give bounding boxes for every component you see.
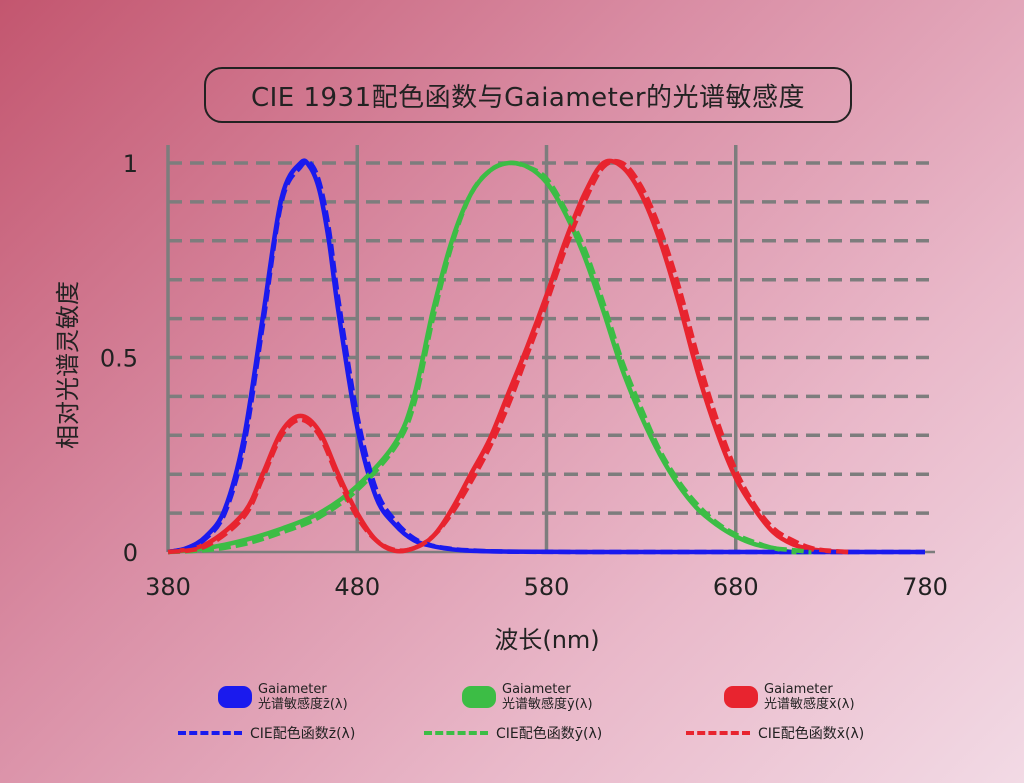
legend-item-x-gaiameter: Gaiameter 光谱敏感度x̄(λ) — [724, 682, 855, 712]
legend-item-z-gaiameter: Gaiameter 光谱敏感度z̄(λ) — [218, 682, 348, 712]
legend-item-y-cie: CIE配色函数ȳ(λ) — [424, 723, 602, 743]
legend-swatch-dash-green — [424, 731, 488, 735]
legend-label-line1: Gaiameter — [258, 682, 327, 697]
x-tick-label: 380 — [145, 573, 191, 601]
legend-swatch-solid-red — [724, 686, 758, 708]
legend-label-line2: 光谱敏感度ȳ(λ) — [502, 697, 593, 712]
legend-label: Gaiameter 光谱敏感度x̄(λ) — [764, 682, 855, 712]
legend-label: CIE配色函数ȳ(λ) — [496, 726, 603, 742]
series-line — [167, 158, 850, 555]
x-axis-label: 波长(nm) — [494, 626, 599, 654]
x-tick-label: 580 — [524, 573, 570, 601]
legend-item-y-gaiameter: Gaiameter 光谱敏感度ȳ(λ) — [462, 682, 593, 712]
series-line — [167, 159, 925, 555]
x-tick-label: 680 — [713, 573, 759, 601]
x-tick-label: 480 — [334, 573, 380, 601]
legend-label-line1: Gaiameter — [502, 682, 571, 697]
grid — [166, 145, 935, 554]
legend-label: Gaiameter 光谱敏感度z̄(λ) — [258, 682, 348, 712]
legend-label: Gaiameter 光谱敏感度ȳ(λ) — [502, 682, 593, 712]
legend-swatch-solid-green — [462, 686, 496, 708]
legend-swatch-solid-blue — [218, 686, 252, 708]
series-line — [167, 158, 850, 555]
legend-swatch-dash-red — [686, 731, 750, 735]
legend-label-line2: 光谱敏感度z̄(λ) — [258, 697, 348, 712]
chart-title-box: CIE 1931配色函数与Gaiameter的光谱敏感度 — [204, 67, 852, 123]
curves — [167, 158, 925, 555]
legend-label: CIE配色函数x̄(λ) — [758, 726, 865, 742]
legend-label-line1: Gaiameter — [764, 682, 833, 697]
x-tick-label: 780 — [902, 573, 948, 601]
legend-item-z-cie: CIE配色函数z̄(λ) — [178, 723, 355, 743]
legend-item-x-cie: CIE配色函数x̄(λ) — [686, 723, 864, 743]
legend-swatch-dash-blue — [178, 731, 242, 735]
y-tick-label: 0 — [123, 539, 138, 567]
legend-label: CIE配色函数z̄(λ) — [250, 726, 356, 742]
y-tick-label: 1 — [123, 150, 138, 178]
tick-labels: 380 480 580 680 780 0 0.5 1 — [100, 150, 948, 601]
y-axis-label: 相对光谱灵敏度 — [54, 281, 82, 449]
chart-title: CIE 1931配色函数与Gaiameter的光谱敏感度 — [250, 82, 806, 113]
y-tick-label: 0.5 — [100, 345, 138, 373]
legend-label-line2: 光谱敏感度x̄(λ) — [764, 697, 855, 712]
